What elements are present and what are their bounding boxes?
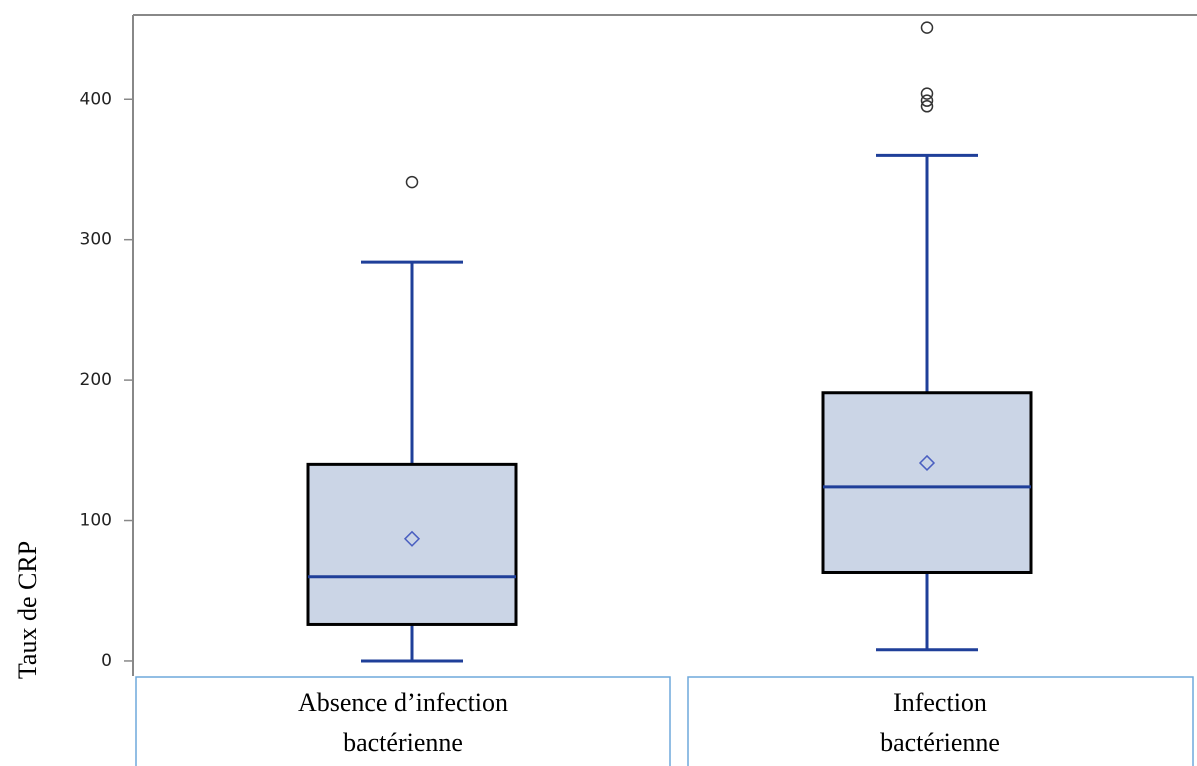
mean-marker — [403, 530, 421, 547]
y-tick-label: 100 — [80, 511, 112, 531]
y-tick-label: 300 — [80, 230, 112, 250]
y-tick-label: 200 — [80, 370, 112, 390]
x-tick-label: Infection — [893, 688, 987, 717]
outlier — [405, 175, 419, 189]
y-tick-label: 400 — [80, 89, 112, 109]
mean-marker — [918, 454, 936, 472]
category-cell — [135, 676, 671, 766]
y-tick-label: 0 — [101, 651, 112, 671]
box — [821, 391, 1033, 574]
box — [306, 462, 518, 626]
category-cell — [687, 676, 1194, 766]
y-axis-title: Taux de CRP — [13, 541, 42, 679]
x-tick-label: Absence d’infection — [298, 688, 508, 717]
x-tick-label: bactérienne — [343, 728, 463, 757]
outlier — [920, 87, 934, 100]
outlier — [920, 100, 934, 113]
outlier — [920, 21, 934, 34]
outlier — [920, 94, 934, 107]
x-tick-label: bactérienne — [880, 728, 1000, 757]
